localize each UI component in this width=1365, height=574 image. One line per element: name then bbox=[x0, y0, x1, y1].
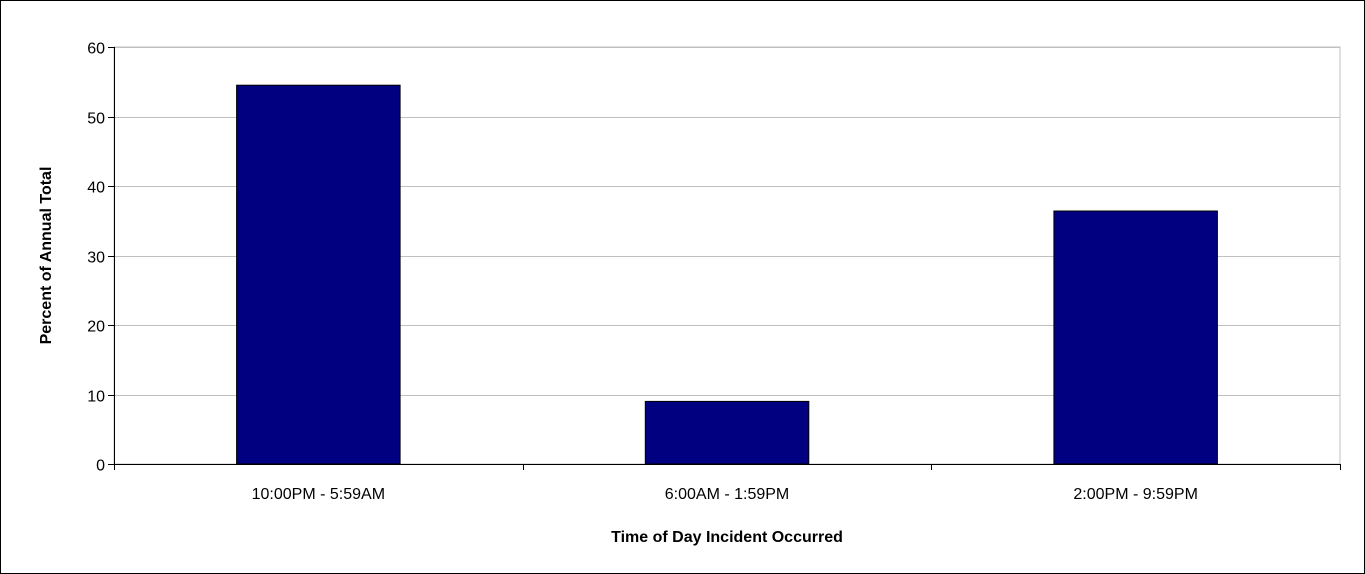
y-tick-label: 20 bbox=[87, 319, 105, 336]
y-tick-label: 40 bbox=[87, 180, 105, 197]
x-tick-label: 6:00AM - 1:59PM bbox=[665, 486, 790, 503]
tick-labels: 0 10 20 30 40 50 60 10:00PM - 5:59AM 6:00AM - 1:… bbox=[87, 41, 1198, 504]
y-tick-label: 0 bbox=[96, 458, 105, 475]
x-tick-label: 2:00PM - 9:59PM bbox=[1073, 486, 1198, 503]
x-axis-title: Time of Day Incident Occurred bbox=[611, 529, 843, 546]
y-tick-label: 60 bbox=[87, 41, 105, 58]
y-axis-title: Percent of Annual Total bbox=[38, 167, 55, 345]
y-tick-label: 50 bbox=[87, 111, 105, 128]
y-tick-label: 30 bbox=[87, 250, 105, 267]
bar bbox=[236, 84, 401, 465]
x-tick-label: 10:00PM - 5:59AM bbox=[252, 486, 385, 503]
bars bbox=[236, 84, 1218, 465]
y-tick-label: 10 bbox=[87, 389, 105, 406]
bar bbox=[1053, 210, 1218, 465]
bar bbox=[644, 400, 810, 465]
axes bbox=[108, 47, 1341, 470]
